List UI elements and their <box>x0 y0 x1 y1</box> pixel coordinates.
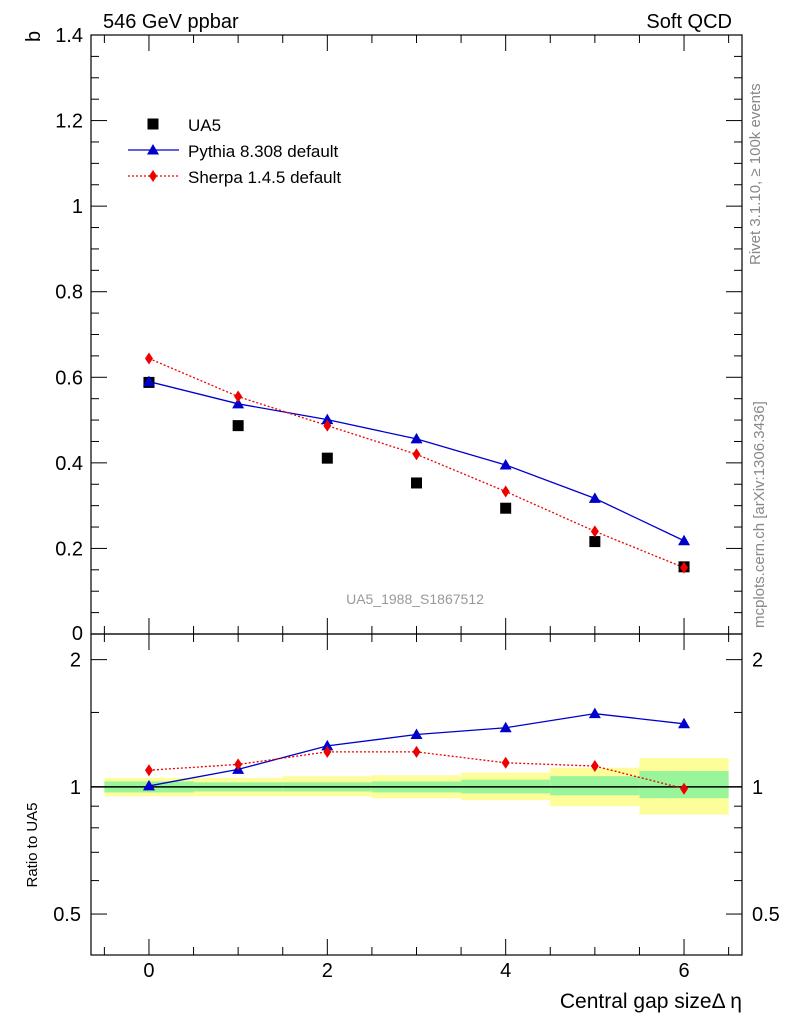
y-tick-label: 1.2 <box>55 111 83 133</box>
ratio-markers <box>142 707 691 795</box>
header-right: Soft QCD <box>646 11 732 33</box>
y-tick-label: 0.2 <box>55 538 83 560</box>
data-point-pythia <box>499 458 512 470</box>
y-tick-label: 0.4 <box>55 453 83 475</box>
ratio-point-sherpa <box>680 782 689 795</box>
legend: UA5 Pythia 8.308 default Sherpa 1.4.5 de… <box>128 116 341 187</box>
green-band <box>550 776 640 796</box>
ratio-tick-label-right: 2 <box>752 650 763 672</box>
y-tick-label: 0.8 <box>55 282 83 304</box>
ratio-tick-label-left: 0.5 <box>53 904 81 926</box>
data-point-sherpa <box>501 485 510 498</box>
x-tick-label: 4 <box>500 960 511 982</box>
x-tick-label: 6 <box>678 960 689 982</box>
data-point-sherpa <box>234 390 243 403</box>
y-tick-label: 0 <box>72 623 83 645</box>
data-point-sherpa <box>590 525 599 538</box>
rivet-version-label: Rivet 3.1.10, ≥ 100k events <box>747 83 764 265</box>
mcplots-reference-label: mcplots.cern.ch [arXiv:1306.3436] <box>751 401 768 628</box>
ratio-point-pythia <box>588 707 601 719</box>
ratio-point-pythia <box>499 721 512 733</box>
y-tick-label: 1.4 <box>55 25 83 47</box>
data-point-pythia <box>321 413 334 425</box>
y-tick-label: 0.6 <box>55 367 83 389</box>
data-point-sherpa <box>323 419 332 432</box>
legend-marker-sherpa <box>128 170 179 182</box>
ratio-point-sherpa <box>323 745 332 758</box>
legend-label-ua5: UA5 <box>188 116 221 135</box>
legend-square-icon <box>147 118 159 130</box>
ratio-tick-label-left: 2 <box>70 650 81 672</box>
data-point-pythia <box>232 397 245 409</box>
ratio-point-sherpa <box>234 758 243 771</box>
legend-label-pythia: Pythia 8.308 default <box>188 142 339 161</box>
ratio-point-sherpa <box>590 760 599 773</box>
data-point-pythia <box>588 492 601 503</box>
data-point-ua5 <box>500 502 512 514</box>
series-line-sherpa <box>148 357 685 569</box>
data-point-ua5 <box>411 477 422 489</box>
x-tick-label: 2 <box>322 960 333 982</box>
legend-marker-pythia <box>128 144 179 155</box>
data-point-sherpa <box>680 561 689 574</box>
analysis-label: UA5_1988_S1867512 <box>346 591 484 607</box>
ratio-axis-label: Ratio to UA5 <box>24 802 41 887</box>
ratio-tick-label-left: 1 <box>70 777 81 799</box>
series-markers <box>142 352 691 574</box>
header-left: 546 GeV ppbar <box>103 11 239 33</box>
x-axis-label: Central gap sizeΔ η <box>560 990 742 1013</box>
data-point-pythia <box>410 432 423 444</box>
data-point-sherpa <box>144 352 153 365</box>
ratio-point-sherpa <box>501 756 510 769</box>
axis-tick-labels: 0 0.2 0.4 0.6 0.8 1 1.2 1.4 0.5 1 2 0.5 … <box>53 25 780 982</box>
data-point-sherpa <box>412 448 421 461</box>
ratio-point-sherpa <box>412 745 421 758</box>
series-line-pythia <box>148 380 685 542</box>
data-point-ua5 <box>589 536 601 548</box>
y-axis-label: b <box>23 31 45 42</box>
data-point-ua5 <box>321 452 333 464</box>
x-tick-label: 0 <box>143 960 154 982</box>
axis-ticks <box>91 34 742 955</box>
series-lines <box>148 357 685 569</box>
legend-triangle-icon <box>147 144 159 155</box>
ratio-tick-label-right: 0.5 <box>752 904 780 926</box>
ratio-tick-label-right: 1 <box>752 777 763 799</box>
ratio-point-pythia <box>410 728 423 740</box>
ratio-point-pythia <box>142 779 155 791</box>
data-point-pythia <box>678 534 691 546</box>
data-point-pythia <box>142 375 155 387</box>
y-tick-label: 1 <box>72 196 83 218</box>
data-point-ua5 <box>232 420 244 432</box>
ratio-point-pythia <box>321 739 334 751</box>
ratio-point-sherpa <box>144 764 153 777</box>
legend-marker-ua5 <box>147 118 159 130</box>
legend-diamond-icon <box>149 170 157 182</box>
ratio-point-pythia <box>678 717 691 729</box>
legend-label-sherpa: Sherpa 1.4.5 default <box>188 168 341 187</box>
